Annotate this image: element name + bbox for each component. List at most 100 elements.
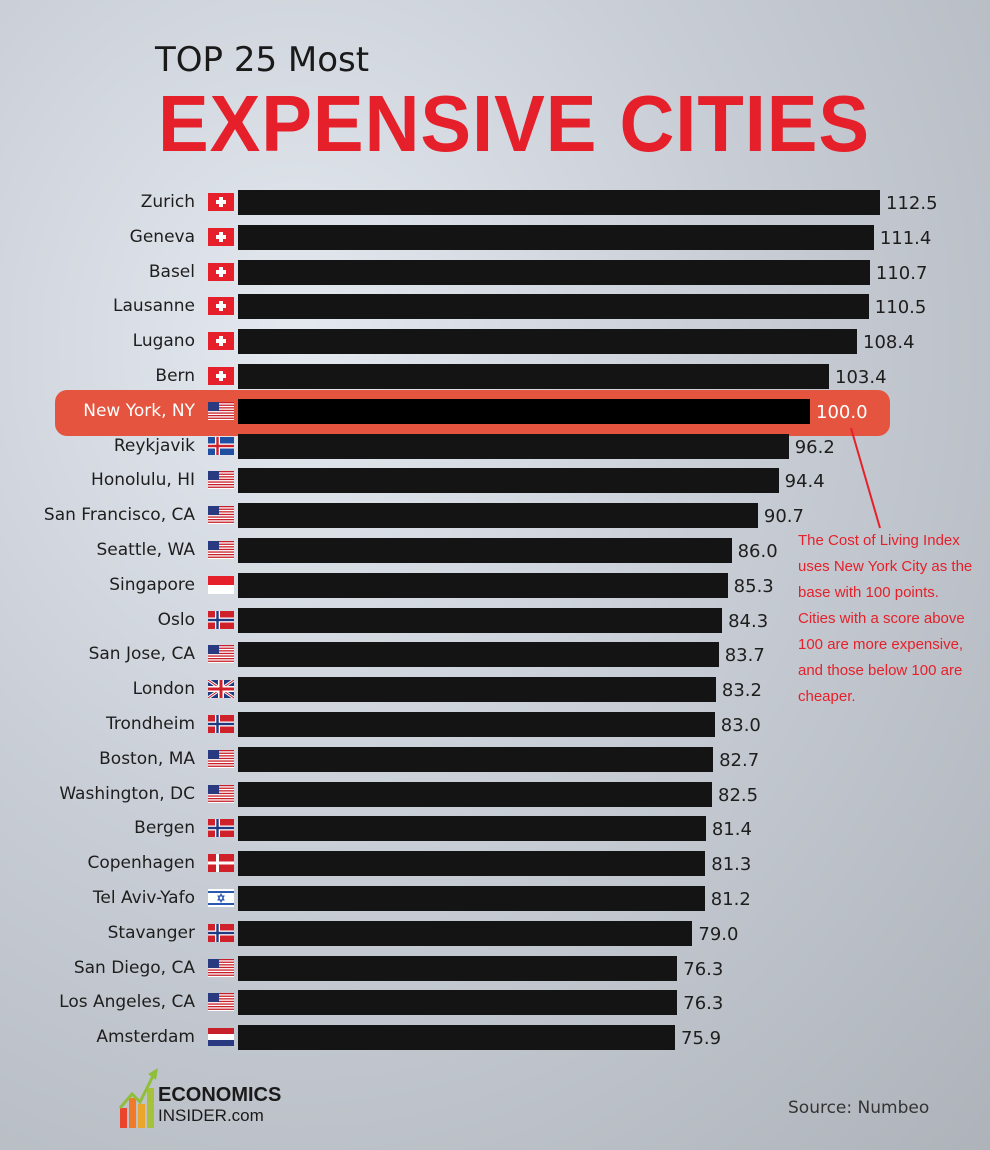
- value-label: 94.4: [784, 471, 825, 493]
- bar-row: Singapore 85.3: [0, 571, 990, 601]
- netherlands-flag-icon: [208, 1028, 234, 1047]
- logo: ECONOMICS INSIDER.com: [118, 1068, 281, 1134]
- bar: [238, 712, 715, 737]
- value-label: 108.4: [863, 332, 915, 354]
- city-label: New York, NY: [83, 400, 195, 421]
- city-label: Trondheim: [106, 714, 195, 734]
- value-label: 83.2: [721, 680, 762, 702]
- bar: [238, 990, 678, 1016]
- usa-flag-icon: [208, 645, 234, 664]
- value-label: 100.0: [816, 401, 868, 423]
- city-label: Basel: [148, 261, 195, 282]
- value-label: 86.0: [737, 541, 778, 562]
- bar: [238, 781, 712, 807]
- bar-row: Bern 103.4: [0, 362, 990, 392]
- bar: [238, 607, 723, 633]
- city-label: Bern: [155, 366, 195, 386]
- value-label: 83.0: [720, 715, 761, 736]
- value-label: 75.9: [681, 1028, 722, 1050]
- bar-row: Amsterdam 75.9: [0, 1023, 990, 1053]
- switzerland-flag-icon: [208, 193, 234, 211]
- chart-arrow-logo-icon: [118, 1068, 158, 1128]
- value-label: 83.7: [724, 645, 765, 667]
- bar: [238, 468, 779, 494]
- source-note: Source: Numbeo: [788, 1098, 930, 1118]
- bar: [238, 433, 789, 459]
- bar: [238, 538, 732, 563]
- bar: [238, 642, 719, 668]
- bar-row: Basel 110.7: [0, 258, 990, 288]
- bar: [238, 955, 678, 981]
- usa-flag-icon: [208, 784, 234, 803]
- bar: [238, 677, 716, 703]
- value-label: 81.4: [711, 819, 752, 841]
- bar: [238, 886, 705, 911]
- usa-flag-icon: [208, 541, 234, 559]
- city-label: Los Angeles, CA: [59, 992, 195, 1013]
- bar: [238, 503, 758, 529]
- value-label: 81.2: [710, 889, 751, 910]
- bar: [238, 329, 858, 355]
- usa-flag-icon: [208, 993, 234, 1012]
- city-label: Stavanger: [107, 922, 195, 943]
- city-label: London: [132, 679, 195, 700]
- value-label: 76.3: [683, 993, 724, 1015]
- bar: [238, 190, 880, 215]
- city-label: Copenhagen: [87, 853, 195, 874]
- bar: [238, 398, 810, 424]
- bar-row: London 83.2: [0, 675, 990, 705]
- city-label: Bergen: [134, 818, 195, 839]
- city-label: San Jose, CA: [88, 644, 195, 665]
- bar-row: Oslo 84.3: [0, 606, 990, 636]
- norway-flag-icon: [208, 819, 234, 838]
- bar-row: Stavanger 79.0: [0, 919, 990, 949]
- value-label: 111.4: [879, 227, 932, 249]
- bar: [238, 851, 706, 877]
- switzerland-flag-icon: [208, 262, 234, 281]
- singapore-flag-icon: [208, 575, 234, 594]
- usa-flag-icon: [208, 749, 234, 768]
- bar-row: Lausanne 110.5: [0, 292, 990, 322]
- value-label: 85.3: [733, 575, 774, 597]
- switzerland-flag-icon: [208, 227, 234, 246]
- bar-row: Geneva 111.4: [0, 223, 990, 253]
- city-label: Oslo: [157, 609, 195, 630]
- bar-row: San Diego, CA 76.3: [0, 954, 990, 984]
- city-label: Honolulu, HI: [91, 470, 195, 491]
- bar: [238, 1025, 676, 1051]
- bar: [238, 920, 693, 946]
- bar: [238, 294, 869, 320]
- uk-flag-icon: [208, 680, 234, 699]
- value-label: 82.7: [719, 749, 760, 771]
- bar-row: Lugano 108.4: [0, 327, 990, 357]
- value-label: 96.2: [794, 436, 835, 458]
- value-label: 76.3: [683, 958, 724, 980]
- value-label: 112.5: [886, 193, 938, 214]
- bar-row: Trondheim 83.0: [0, 710, 990, 740]
- norway-flag-icon: [208, 923, 234, 942]
- switzerland-flag-icon: [208, 332, 234, 351]
- city-label: Seattle, WA: [96, 540, 196, 560]
- switzerland-flag-icon: [208, 367, 234, 385]
- value-label: 81.3: [711, 854, 752, 876]
- city-label: Lausanne: [113, 296, 195, 317]
- bar-row: San Francisco, CA 90.7: [0, 501, 990, 531]
- usa-flag-icon: [208, 471, 234, 490]
- city-label: San Francisco, CA: [43, 505, 195, 526]
- value-label: 84.3: [728, 610, 769, 632]
- value-label: 90.7: [763, 506, 804, 528]
- usa-flag-icon: [208, 506, 234, 525]
- israel-flag-icon: [208, 889, 234, 907]
- bar: [238, 224, 874, 250]
- bar-row: Los Angeles, CA 76.3: [0, 988, 990, 1018]
- logo-line1: ECONOMICS: [158, 1084, 282, 1106]
- city-label: Zurich: [140, 192, 195, 212]
- bar: [238, 816, 706, 842]
- city-label: San Diego, CA: [73, 957, 195, 978]
- norway-flag-icon: [208, 715, 234, 733]
- denmark-flag-icon: [208, 854, 234, 873]
- value-label: 110.5: [874, 297, 927, 319]
- city-label: Washington, DC: [59, 783, 195, 804]
- title-line2: EXPENSIVE CITIES: [158, 79, 871, 168]
